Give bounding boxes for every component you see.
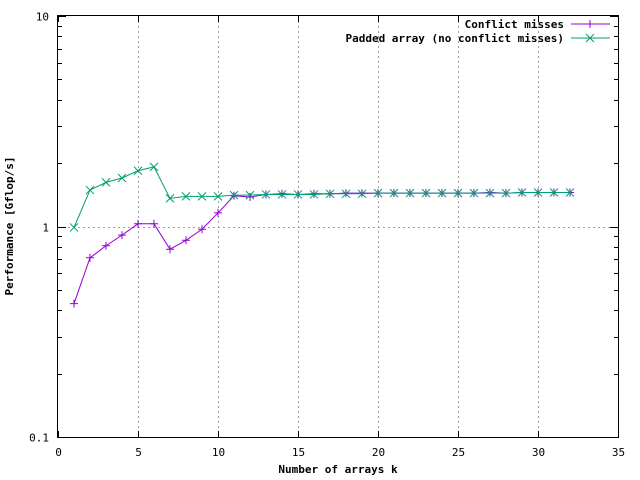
data-point-plus [86,253,94,262]
data-point-plus [70,299,78,308]
data-point-plus [134,219,142,228]
data-point-plus [214,208,222,217]
data-point-x [165,194,175,203]
data-point-x [437,188,447,198]
data-point-x [245,190,255,200]
data-point-plus [166,245,174,254]
legend-label: Padded array (no conflict misses) [345,32,564,45]
y-tick-label: 10 [36,11,49,24]
series-line [73,166,570,228]
data-point-plus [150,219,158,228]
data-point-x [533,188,543,197]
y-axis-label: Performance [Gflop/s] [3,156,16,295]
data-point-plus [586,20,594,28]
x-tick-label: 25 [452,446,465,459]
data-point-x [101,178,111,187]
x-tick-label: 15 [292,446,305,459]
data-point-plus [198,225,206,234]
x-tick-label: 20 [372,446,385,459]
data-point-x [149,162,159,172]
axis-ticks: 0 5 10 15 20 25 30 35 0.1 1 10 [29,11,625,460]
series-line [73,192,570,304]
data-point-plus [182,236,190,245]
data-point-x [261,190,271,199]
data-point-x [325,189,335,199]
data-point-plus [102,241,110,250]
data-point-x [421,188,431,198]
data-point-x [501,188,511,198]
data-point-x [85,185,95,195]
data-point-x [585,33,595,43]
data-point-x [69,223,79,232]
data-point-x [197,192,207,201]
data-series [69,162,575,308]
data-point-x [309,190,319,199]
data-point-plus [246,193,254,202]
data-point-x [517,188,527,197]
data-point-x [469,188,479,198]
data-point-x [293,190,303,199]
data-point-x [453,188,463,198]
x-axis-label: Number of arrays k [278,463,398,476]
x-tick-label: 10 [212,446,225,459]
data-point-x [117,173,127,183]
data-point-x [549,188,559,197]
data-point-x [277,190,287,199]
legend-entry: Padded array (no conflict misses) [345,32,610,45]
x-tick-label: 30 [532,446,545,459]
data-point-x [405,188,415,198]
legend-label: Conflict misses [465,18,564,31]
data-point-x [565,188,575,197]
x-tick-label: 35 [612,446,625,459]
data-point-x [357,189,367,199]
series-padded-array [69,162,575,232]
grid-lines [58,16,618,437]
x-tick-label: 5 [135,446,142,459]
legend-entry: Conflict misses [465,18,610,31]
y-tick-label: 1 [42,222,49,235]
data-point-x [229,190,239,200]
data-point-x [181,192,191,201]
data-point-x [213,192,223,201]
y-tick-label: 0.1 [29,432,49,445]
data-point-x [485,188,495,198]
series-conflict-misses [70,188,574,308]
x-tick-label: 0 [55,446,62,459]
data-point-x [389,188,399,198]
data-point-plus [118,231,126,240]
data-point-x [133,166,143,176]
data-point-x [341,189,351,199]
data-point-x [373,188,383,198]
plot-frame [57,15,619,438]
